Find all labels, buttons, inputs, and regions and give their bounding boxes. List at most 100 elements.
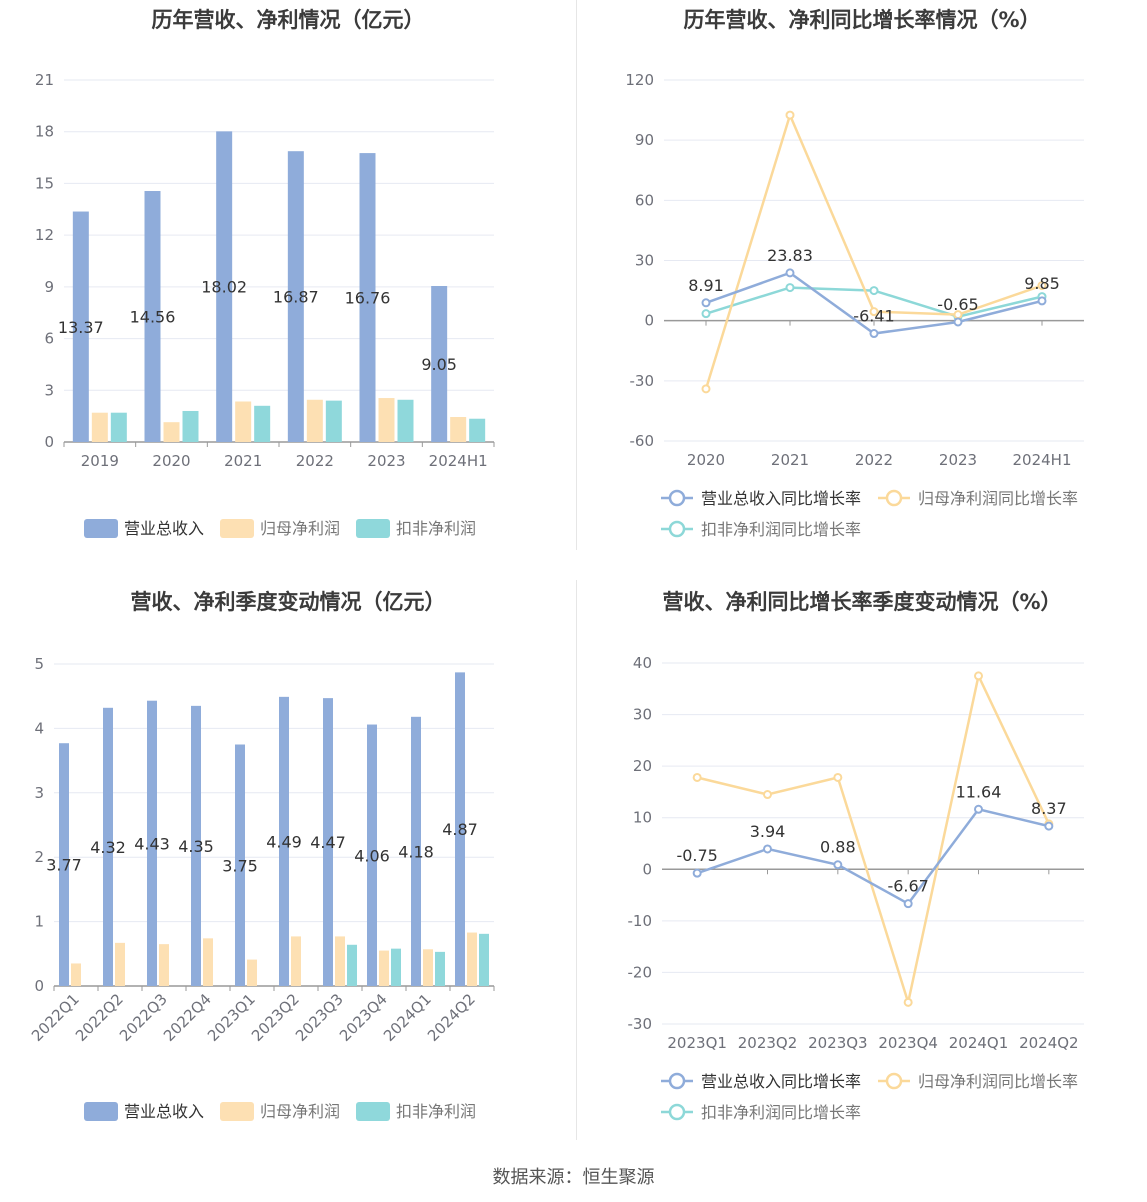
y-tick-label: 40	[633, 654, 652, 672]
deducted-profit-growth-point	[869, 286, 879, 296]
revenue-bar	[144, 191, 161, 442]
quarterly-revenue-profit-chart: 0 1 2 3 4 5 2022Q1 3.77 2022Q2 4.32 2022Q3 4.43 2022…	[28, 655, 495, 1121]
legend-label: 扣非净利润同比增长率	[701, 1103, 861, 1122]
x-tick-label: 2020	[687, 451, 725, 469]
revenue-growth-point	[701, 298, 711, 308]
revenue-data-label: 16.87	[273, 288, 319, 307]
data-source: 数据来源：恒生聚源	[492, 1167, 655, 1188]
x-tick-label: 2023Q4	[878, 1034, 938, 1052]
revenue-bar	[323, 698, 333, 986]
revenue-growth-data-label: -0.75	[676, 846, 717, 865]
net-profit-growth-point	[869, 307, 879, 317]
net-profit-bar	[306, 399, 323, 442]
net-profit-growth-point	[1037, 281, 1047, 291]
x-tick-label: 2023Q2	[738, 1034, 798, 1052]
deducted-profit-bar	[435, 951, 445, 986]
legend-swatch	[220, 519, 254, 538]
x-tick-label: 2021	[224, 452, 262, 470]
revenue-bar	[455, 672, 465, 986]
revenue-data-label: 4.32	[90, 838, 126, 857]
revenue-bar	[147, 700, 157, 986]
revenue-growth-point	[1037, 296, 1047, 306]
y-tick-label: 9	[44, 278, 54, 296]
net-profit-bar	[71, 963, 81, 986]
net-profit-bar	[247, 959, 257, 986]
y-tick-label: -60	[630, 432, 655, 450]
revenue-data-label: 4.49	[266, 832, 302, 851]
legend-label: 营业总收入同比增长率	[701, 489, 861, 508]
legend-swatch-marker	[885, 1072, 903, 1090]
y-tick-label: 1	[34, 913, 44, 931]
revenue-growth-data-label: -6.67	[887, 877, 928, 896]
revenue-growth-data-label: 8.37	[1031, 799, 1067, 818]
quarterly-growth-chart: -30 -20 -10 0 10 20 30 40 2023Q1 2023Q2 2023Q3 2023…	[628, 654, 1084, 1122]
y-tick-label: 6	[44, 330, 54, 348]
net-profit-bar	[467, 932, 477, 986]
revenue-data-label: 4.18	[398, 842, 434, 861]
revenue-growth-point	[1044, 821, 1054, 831]
revenue-growth-data-label: 23.83	[767, 246, 813, 265]
deducted-profit-growth-point	[785, 283, 795, 293]
revenue-growth-point	[692, 868, 702, 878]
net-profit-growth-point	[833, 772, 843, 782]
revenue-growth-line	[696, 807, 1050, 906]
net-profit-bar	[203, 938, 213, 986]
deducted-profit-bar	[325, 400, 342, 442]
revenue-bar	[235, 744, 245, 986]
legend-swatch	[220, 1102, 254, 1121]
x-tick-label: 2024Q1	[949, 1034, 1009, 1052]
net-profit-growth-line	[704, 111, 1043, 390]
x-tick-label: 2019	[81, 452, 119, 470]
revenue-growth-point	[785, 268, 795, 278]
y-tick-label: 15	[35, 174, 54, 192]
revenue-growth-data-label: 3.94	[750, 822, 786, 841]
revenue-data-label: 4.06	[354, 846, 390, 865]
legend-swatch	[84, 1102, 118, 1121]
y-tick-label: 0	[34, 977, 44, 995]
revenue-growth-point	[953, 317, 963, 327]
yearly-growth-panel: 历年营收、净利同比增长率情况（%） -60 -30 0 30 60 90 120 2020 20…	[577, 0, 1147, 560]
net-profit-bar	[378, 398, 395, 442]
revenue-data-label: 4.35	[178, 837, 214, 856]
revenue-growth-data-label: -0.65	[937, 295, 978, 314]
revenue-data-label: 3.77	[46, 856, 82, 875]
revenue-growth-point	[763, 844, 772, 854]
net-profit-growth-point	[692, 772, 702, 782]
deducted-profit-bar	[397, 399, 414, 442]
net-profit-bar	[235, 401, 252, 442]
revenue-growth-data-label: 9.85	[1024, 274, 1060, 293]
y-tick-label: -30	[628, 1015, 653, 1033]
revenue-growth-data-label: 0.88	[820, 838, 856, 857]
legend-label: 归母净利润同比增长率	[918, 489, 1078, 508]
quarterly-revenue-profit-panel: 营收、净利季度变动情况（亿元） 0 1 2 3 4 5 2022Q1 3.77 2022Q2 4.…	[0, 580, 576, 1150]
x-tick-label: 2023Q1	[667, 1034, 727, 1052]
legend-swatch-marker	[668, 1072, 686, 1090]
revenue-bar	[59, 743, 69, 986]
y-tick-label: 2	[34, 848, 44, 866]
x-tick-label: 2023	[367, 452, 405, 470]
y-tick-label: 3	[44, 381, 54, 399]
revenue-growth-point	[833, 860, 843, 870]
x-tick-label: 2023Q3	[292, 990, 347, 1045]
net-profit-bar	[91, 412, 108, 442]
revenue-bar	[367, 724, 377, 986]
deducted-profit-bar	[391, 948, 401, 986]
net-profit-bar	[163, 422, 180, 442]
chart-title: 历年营收、净利同比增长率情况（%）	[683, 8, 1041, 32]
legend-label: 归母净利润	[260, 519, 340, 538]
legend-label: 扣非净利润同比增长率	[701, 520, 861, 539]
x-tick-label: 2023Q3	[808, 1034, 868, 1052]
revenue-data-label: 18.02	[201, 278, 247, 297]
legend-label: 营业总收入	[124, 1102, 204, 1121]
x-tick-label: 2022Q4	[160, 990, 215, 1045]
x-tick-label: 2024Q2	[1019, 1034, 1079, 1052]
revenue-bar	[431, 285, 448, 442]
y-tick-label: 90	[635, 131, 654, 149]
net-profit-bar	[450, 417, 467, 442]
panel-divider-top	[576, 0, 577, 550]
x-tick-label: 2022Q1	[28, 990, 83, 1045]
y-tick-label: -20	[628, 963, 653, 981]
net-profit-growth-point	[903, 997, 913, 1007]
chart-title: 营收、净利同比增长率季度变动情况（%）	[662, 590, 1062, 614]
y-tick-label: 10	[633, 809, 652, 827]
